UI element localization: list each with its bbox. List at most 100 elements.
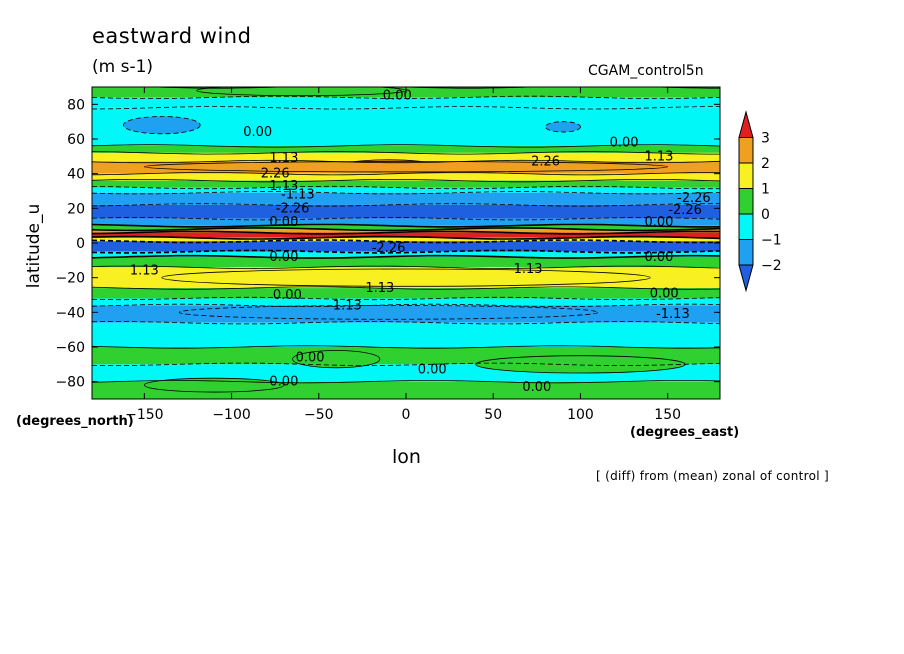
colorbar-bottom-arrow — [738, 264, 754, 293]
band-8 — [92, 187, 720, 193]
contour-label: 0.00 — [650, 286, 679, 301]
contour-line-3 — [92, 144, 720, 148]
y-tick-label: −20 — [55, 271, 85, 287]
contour-line-7 — [92, 179, 720, 183]
x-tick-label: −100 — [212, 407, 250, 423]
filled-bands — [92, 87, 720, 399]
x-tick-label: 150 — [654, 407, 681, 423]
y-tick-label: −80 — [55, 375, 85, 391]
contour-label: 0.00 — [522, 380, 551, 395]
band-23 — [92, 322, 720, 347]
contour-line-9 — [92, 191, 720, 195]
x-tick-label: −150 — [125, 407, 163, 423]
colorbar-label: −2 — [761, 258, 782, 274]
y-tick-label: −60 — [55, 340, 85, 356]
contour-line-10 — [92, 203, 720, 207]
y-tick-label: 40 — [67, 167, 85, 183]
band-16 — [92, 241, 720, 252]
contour-label: -2.26 — [276, 201, 310, 216]
contour-label: -1.13 — [328, 298, 362, 313]
contour-line-0 — [140, 87, 720, 89]
contour-line-24 — [92, 345, 720, 349]
x-axis: −150 −100 −50 0 50 100 150 — [125, 87, 681, 423]
contour-label: 1.13 — [365, 281, 394, 296]
y-tick-label: 20 — [67, 201, 85, 217]
contour-labels: 0.000.000.001.13 1.132.262.261.13-1.13 -2.… — [130, 89, 711, 395]
contour-label: 0.00 — [610, 135, 639, 150]
chart-units: (m s-1) — [92, 57, 154, 77]
band-10 — [92, 204, 720, 219]
y-axis: 80 60 40 20 0 −20 −40 −60 −80 — [55, 97, 720, 391]
contour-line-8 — [92, 185, 720, 190]
contour-label: 0.00 — [383, 89, 412, 104]
y-tick-label: −40 — [55, 305, 85, 321]
contour-label: -2.26 — [668, 203, 702, 218]
contour-line-18 — [92, 254, 720, 259]
x-tick-label: −50 — [304, 407, 334, 423]
y-tick-label: 0 — [76, 236, 85, 252]
contour-line-23 — [92, 321, 720, 325]
contour-line-20 — [92, 286, 720, 290]
contour-line-19 — [92, 265, 720, 269]
blob-5 — [161, 268, 651, 287]
contour-label: -2.26 — [372, 241, 406, 256]
colorbar: 3 2 1 0 −1 −2 — [738, 110, 782, 293]
run-label: CGAM_control5n — [588, 63, 704, 79]
contour-label: 1.13 — [269, 179, 298, 194]
footnote: [ (diff) from (mean) zonal of control ] — [596, 469, 829, 483]
contour-lines — [92, 87, 720, 384]
band-7 — [92, 180, 720, 188]
band-15 — [92, 237, 720, 242]
band-1 — [92, 97, 720, 108]
colorbar-segment — [738, 213, 754, 240]
band-11 — [92, 218, 720, 226]
blob-7 — [292, 350, 381, 369]
contour-label: 0.00 — [418, 363, 447, 378]
y-axis-units: (degrees_north) — [16, 414, 134, 429]
blob-1 — [545, 121, 581, 133]
band-9 — [92, 192, 720, 205]
contour-line-16 — [92, 239, 720, 244]
contour-label: 2.26 — [261, 167, 290, 182]
contour-line-17 — [92, 249, 720, 254]
contour-line-12 — [92, 223, 720, 228]
contour-line-13 — [92, 227, 720, 232]
blob-8 — [475, 355, 686, 374]
band-6 — [92, 173, 720, 181]
filled-blobs — [122, 87, 686, 393]
band-12 — [92, 225, 720, 230]
contour-label: 1.13 — [130, 264, 159, 279]
band-20 — [92, 288, 720, 299]
x-tick-label: 0 — [402, 407, 411, 423]
blob-6 — [178, 305, 599, 320]
contour-line-14 — [92, 230, 720, 235]
colorbar-label: 2 — [761, 156, 770, 172]
x-tick-label: 50 — [484, 407, 502, 423]
contour-label: 1.13 — [269, 151, 298, 166]
band-4 — [92, 152, 720, 162]
band-14 — [92, 232, 720, 238]
contour-line-5 — [92, 159, 720, 164]
contour-label: -1.13 — [281, 187, 315, 202]
plot-area: 0.000.000.001.13 1.132.262.261.13-1.13 -2.… — [92, 87, 720, 399]
x-axis-label: lon — [392, 446, 421, 468]
band-21 — [92, 298, 720, 306]
contour-label: 1.13 — [514, 262, 543, 277]
colorbar-top-arrow — [738, 110, 754, 138]
contour-line-11 — [92, 217, 720, 221]
blob-0 — [122, 116, 201, 135]
contour-line-22 — [92, 303, 720, 307]
colorbar-segment — [738, 162, 754, 189]
contour-label: 0.00 — [243, 125, 272, 140]
contour-label: 1.13 — [644, 149, 673, 164]
contour-line-26 — [92, 380, 720, 384]
contour-line-15 — [92, 235, 720, 240]
y-tick-label: 80 — [67, 97, 85, 113]
contour-label: 0.00 — [269, 250, 298, 265]
band-18 — [92, 256, 720, 268]
contour-label: 0.00 — [644, 215, 673, 230]
contour-line-4 — [92, 151, 720, 155]
contour-label: 0.00 — [269, 375, 298, 390]
contour-label: 2.26 — [531, 155, 560, 170]
